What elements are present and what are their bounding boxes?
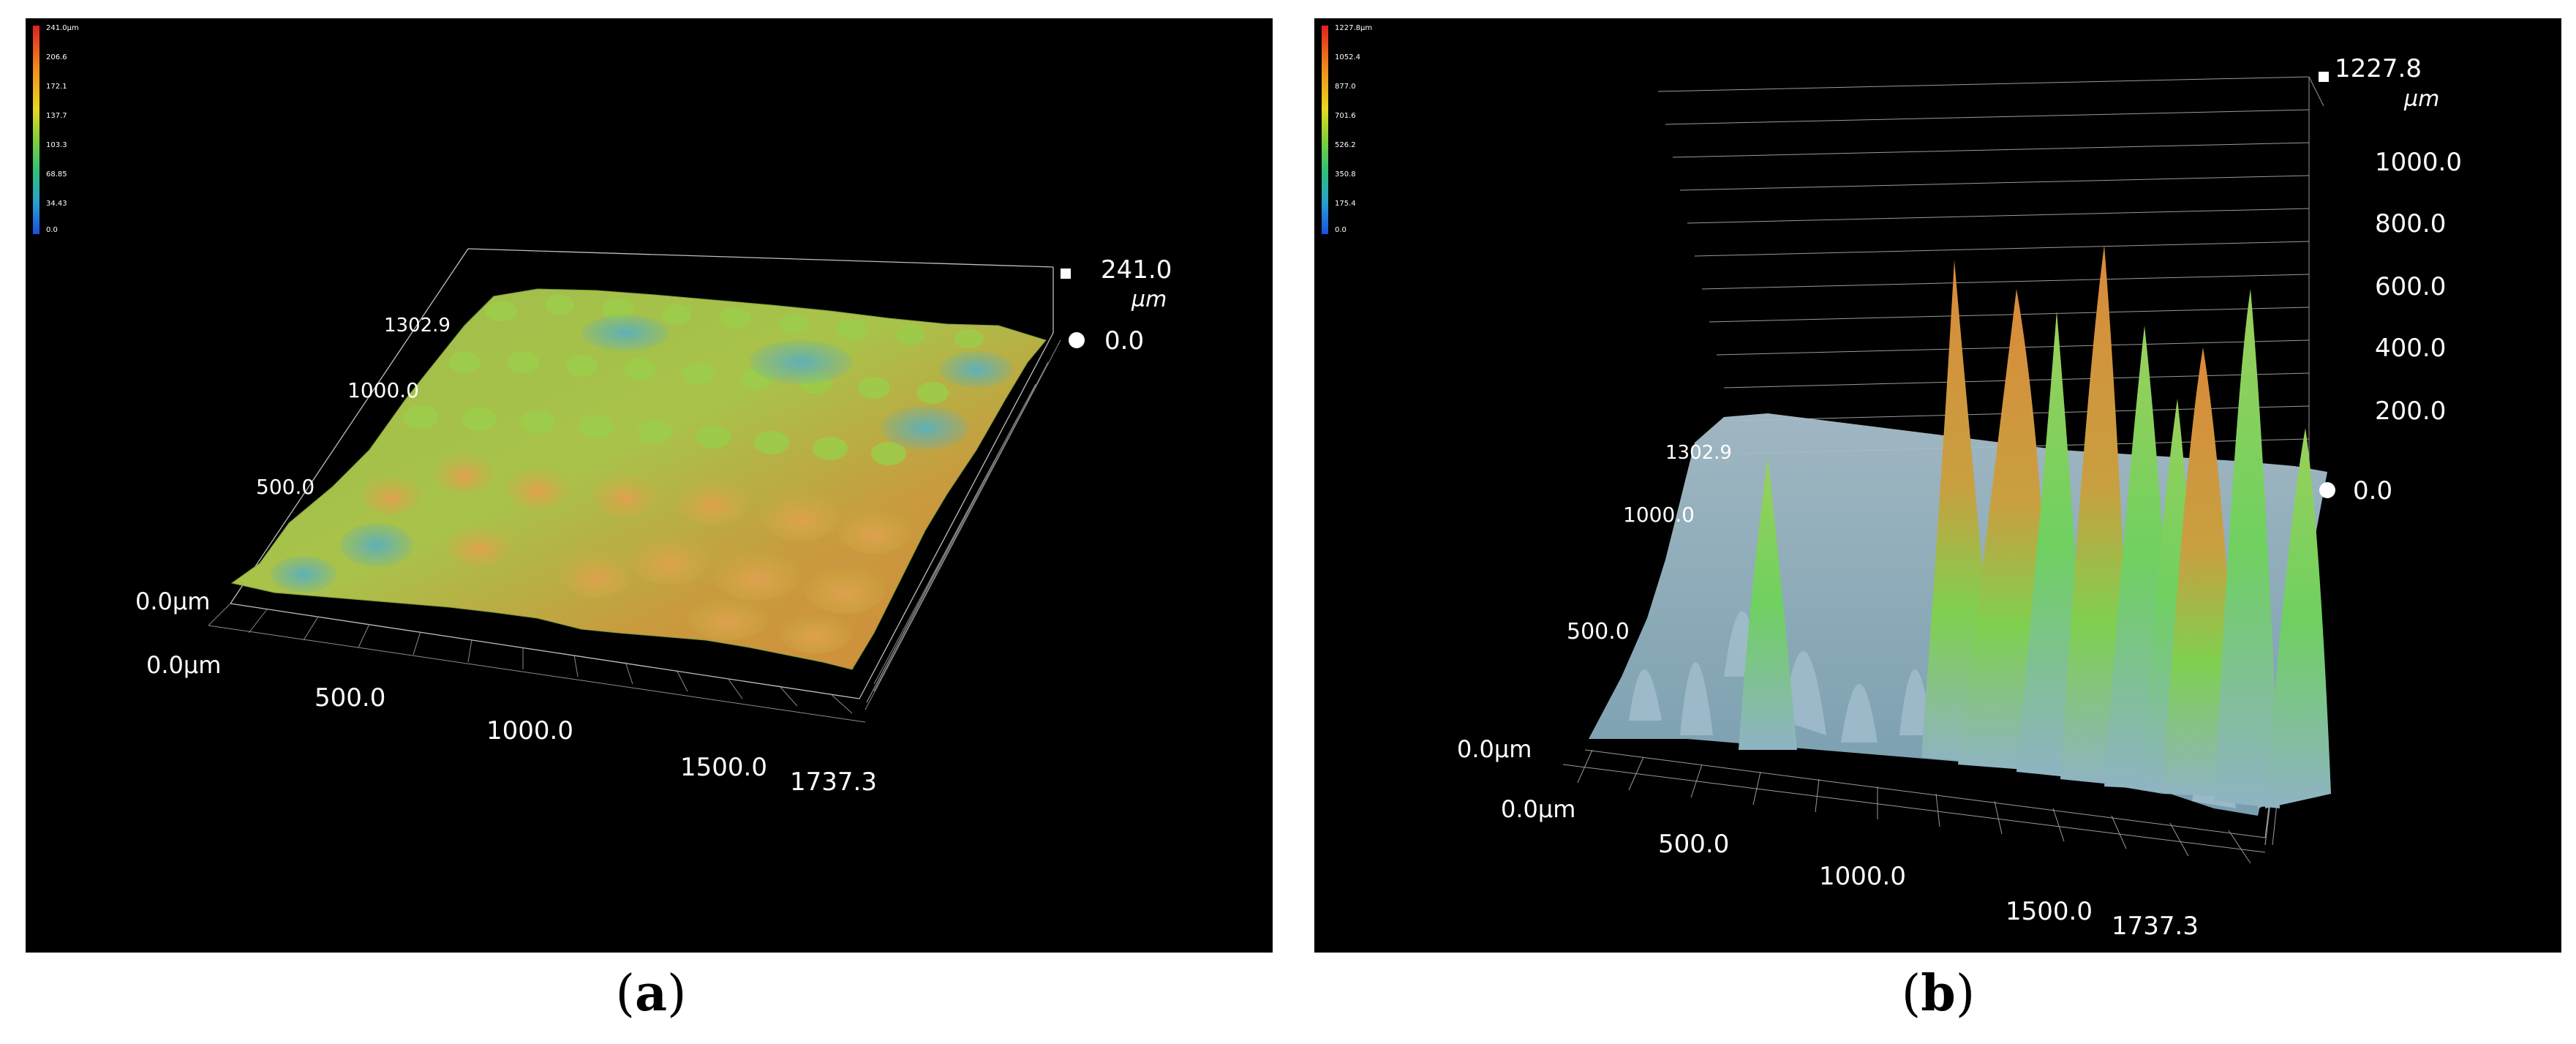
- colorbar-a-label: 0.0: [46, 226, 58, 234]
- x-tick-b: 1000.0: [1819, 862, 1906, 891]
- caption-a: (a): [578, 964, 724, 1023]
- z-unit-b: µm: [2403, 86, 2439, 112]
- z-tick-b: 800.0: [2375, 209, 2446, 239]
- grid-box-a: [208, 248, 1061, 723]
- colorbar-b-label: 526.2: [1335, 141, 1356, 149]
- x-tick-b: 1737.3: [2112, 912, 2199, 941]
- z-tick-b: 200.0: [2375, 397, 2446, 426]
- caption-a-close: ): [667, 965, 687, 1023]
- surface-b-peaks: [1739, 245, 2331, 808]
- colorbar-a-label: 103.3: [46, 141, 67, 149]
- caption-b-letter: b: [1921, 964, 1956, 1023]
- colorbar-a-label: 172.1: [46, 83, 67, 91]
- z-unit-a: µm: [1131, 287, 1167, 312]
- colorbar-b: 1227.8µm 1052.4 877.0 701.6 526.2 350.8 …: [1322, 24, 1372, 234]
- x-tick-a: 0.0µm: [146, 651, 221, 679]
- y-tick-a: 500.0: [256, 475, 315, 499]
- colorbar-b-label: 175.4: [1335, 200, 1356, 208]
- colorbar-a-label: 34.43: [46, 200, 67, 208]
- colorbar-b-label: 877.0: [1335, 83, 1356, 91]
- surface-a: [230, 288, 1047, 670]
- z-max-value-b: 1227.8: [2335, 54, 2422, 83]
- caption-b-open: (: [1901, 965, 1921, 1023]
- z-max-marker-a: [1061, 268, 1071, 279]
- colorbar-a: 241.0µm 206.6 172.1 137.7 103.3 68.85 34…: [33, 24, 79, 234]
- colorbar-b-label: 1227.8µm: [1335, 24, 1372, 32]
- x-tick-a: 1500.0: [680, 753, 767, 782]
- colorbar-b-label: 350.8: [1335, 170, 1356, 179]
- z-tick-b: 600.0: [2375, 272, 2446, 301]
- z-zero-value-a: 0.0: [1104, 326, 1144, 356]
- x-tick-a: 500.0: [315, 683, 385, 713]
- colorbar-a-label: 206.6: [46, 53, 67, 61]
- caption-b-close: ): [1955, 965, 1976, 1023]
- surface-plot-panel-b: 1227.8µm 1052.4 877.0 701.6 526.2 350.8 …: [1314, 18, 2561, 953]
- z-tick-b: 0.0: [2353, 476, 2392, 506]
- y-tick-b: 0.0µm: [1457, 735, 1532, 763]
- y-tick-a: 1000.0: [347, 378, 419, 402]
- y-tick-b: 1302.9: [1665, 442, 1732, 464]
- x-tick-b: 0.0µm: [1501, 795, 1575, 823]
- colorbar-a-label: 68.85: [46, 170, 67, 179]
- caption-a-open: (: [615, 965, 635, 1023]
- x-tick-a: 1000.0: [486, 716, 573, 746]
- surface-plot-panel-a: 241.0µm 206.6 172.1 137.7 103.3 68.85 34…: [26, 18, 1273, 953]
- colorbar-b-label: 0.0: [1335, 226, 1347, 234]
- y-tick-b: 1000.0: [1623, 503, 1695, 527]
- caption-b: (b): [1865, 964, 2011, 1023]
- colorbar-b-label: 701.6: [1335, 112, 1356, 120]
- x-tick-a: 1737.3: [790, 767, 877, 797]
- x-tick-b: 500.0: [1658, 830, 1729, 859]
- z-max-marker-b: [2319, 72, 2329, 82]
- colorbar-b-label: 1052.4: [1335, 53, 1360, 61]
- z-zero-marker-a: [1069, 332, 1085, 348]
- y-tick-a: 0.0µm: [135, 587, 210, 615]
- colorbar-b-gradient: [1322, 26, 1328, 234]
- z-tick-b: 1000.0: [2375, 148, 2462, 177]
- caption-a-letter: a: [634, 964, 668, 1023]
- colorbar-a-label: 137.7: [46, 112, 67, 120]
- z-max-value-a: 241.0: [1101, 255, 1172, 285]
- y-tick-a: 1302.9: [384, 315, 451, 337]
- surface-plot-b-svg: 1227.8µm 1052.4 877.0 701.6 526.2 350.8 …: [1322, 24, 2462, 941]
- y-tick-b: 500.0: [1567, 619, 1630, 645]
- surface-plot-a-svg: 241.0µm 206.6 172.1 137.7 103.3 68.85 34…: [33, 24, 1172, 797]
- colorbar-a-label: 241.0µm: [46, 24, 79, 32]
- z-zero-marker-b: [2319, 482, 2335, 498]
- z-tick-b: 400.0: [2375, 334, 2446, 363]
- colorbar-a-gradient: [33, 26, 39, 234]
- x-tick-b: 1500.0: [2006, 897, 2093, 926]
